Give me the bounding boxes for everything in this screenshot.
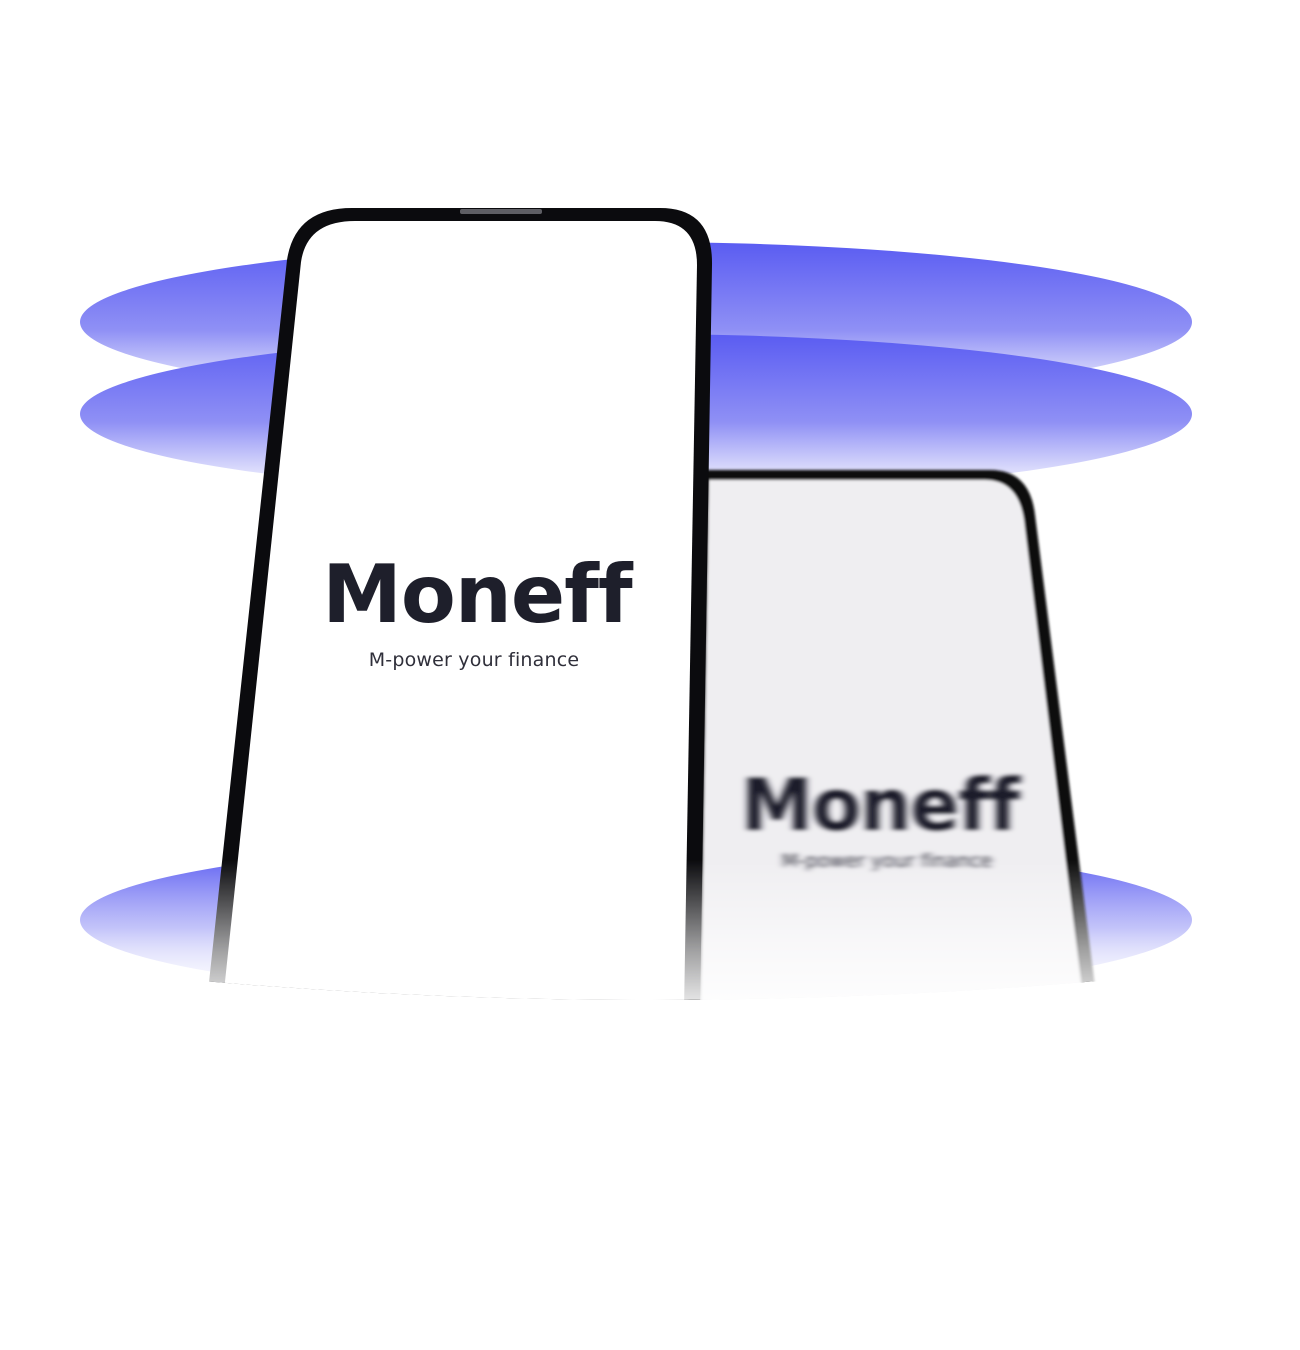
bottom-fade [0,860,1300,1000]
back-brand-name: Moneff [741,763,1021,847]
speaker-notch [460,209,542,214]
front-phone: Moneff M-power your finance [206,208,713,1000]
front-brand-name: Moneff [322,548,634,641]
front-brand-tagline: M-power your finance [369,649,580,671]
front-phone-screen [222,221,697,1000]
